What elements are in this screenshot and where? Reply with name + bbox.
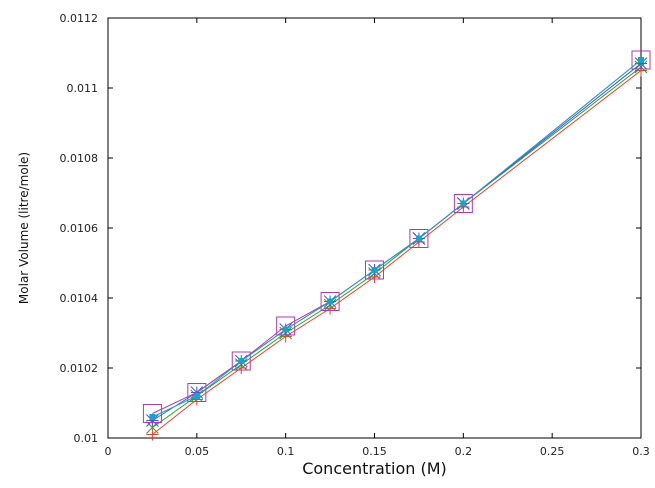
data-point	[453, 194, 473, 213]
x-tick-label: 0.3	[632, 445, 650, 458]
data-series-group	[142, 50, 651, 441]
series-line	[152, 59, 642, 418]
y-tick-label: 0.0102	[60, 362, 99, 375]
y-tick-label: 0.011	[67, 82, 99, 95]
series-2	[146, 60, 648, 434]
data-point	[142, 404, 162, 423]
y-tick-label: 0.0112	[60, 12, 99, 25]
data-point	[638, 57, 644, 63]
x-tick-label: 0.25	[540, 445, 565, 458]
data-point	[146, 428, 159, 441]
series-line	[152, 63, 642, 421]
x-tick-label: 0.15	[362, 445, 387, 458]
series-line	[152, 70, 642, 435]
y-tick-label: 0.0108	[60, 152, 99, 165]
data-point	[231, 351, 251, 371]
series-3	[146, 57, 648, 427]
data-point	[187, 383, 207, 402]
y-tick-label: 0.01	[74, 432, 99, 445]
data-point	[634, 57, 648, 70]
data-point	[146, 421, 159, 434]
data-point	[371, 267, 378, 273]
data-point	[415, 235, 422, 242]
axis-ticks: 0 0.05 0.1 0.15 0.2 0.25 0.3 0.01 0.0102 0.0104 0.…	[60, 12, 650, 458]
data-point	[460, 200, 467, 207]
data-point	[149, 414, 156, 420]
data-point	[193, 393, 200, 399]
x-axis-title: Concentration (M)	[302, 459, 447, 478]
series-1	[146, 64, 647, 441]
data-point	[238, 358, 245, 364]
data-point	[276, 316, 296, 336]
data-point	[327, 298, 334, 305]
series-line	[152, 59, 642, 414]
x-tick-label: 0.2	[455, 445, 473, 458]
data-point	[146, 414, 159, 427]
series-4	[142, 50, 651, 423]
x-tick-label: 0	[105, 445, 112, 458]
data-point	[320, 292, 340, 311]
x-tick-label: 0.1	[277, 445, 295, 458]
data-point	[409, 229, 429, 248]
series-5	[149, 57, 644, 420]
y-tick-label: 0.0104	[60, 292, 99, 305]
plot-area-frame	[107, 17, 642, 439]
x-tick-label: 0.05	[185, 445, 210, 458]
data-point	[365, 260, 384, 280]
y-tick-label: 0.0106	[60, 222, 99, 235]
y-axis-title: Molar Volume (litre/mole)	[17, 152, 31, 304]
data-point	[282, 326, 289, 333]
data-point	[631, 50, 651, 70]
